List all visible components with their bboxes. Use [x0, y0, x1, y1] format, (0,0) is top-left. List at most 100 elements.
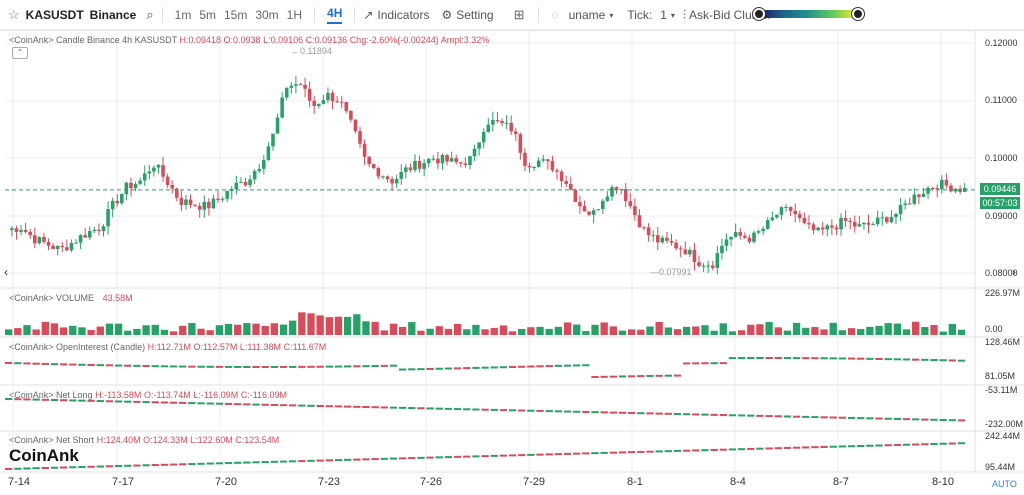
- gradient-right-handle[interactable]: [852, 8, 864, 20]
- netshort-segment: [298, 460, 306, 463]
- netlong-segment: [545, 410, 553, 413]
- date-tick: 7-29: [523, 476, 546, 488]
- netlong-segment: [902, 418, 911, 421]
- volume-bar: [573, 324, 581, 335]
- volume-bar: [298, 312, 306, 335]
- candle-body: [843, 218, 848, 221]
- candle-body: [683, 249, 688, 255]
- timeframe-1h[interactable]: 1H: [286, 8, 303, 22]
- netlong-segment: [508, 409, 517, 412]
- volume-bar: [408, 322, 416, 335]
- netshort-segment: [270, 460, 279, 463]
- oi-segment: [536, 365, 544, 368]
- candle-body: [14, 228, 19, 232]
- netshort-tick: 95.44M: [985, 462, 1016, 472]
- timeframe-5m[interactable]: 5m: [199, 8, 216, 22]
- candle-body: [885, 217, 889, 223]
- gradient-left-handle[interactable]: [753, 8, 765, 20]
- volume-bar: [334, 316, 343, 335]
- candle-body: [894, 213, 898, 217]
- oi-segment: [747, 357, 755, 360]
- high-marker: ←0.11894: [291, 46, 332, 56]
- volume-bar: [682, 326, 691, 335]
- candle-body: [504, 122, 509, 124]
- volume-bar: [792, 322, 801, 335]
- candle-change: Chg:-2.60%(-0.00244): [349, 35, 439, 45]
- netlong-segment: [664, 412, 672, 415]
- oi-segment: [179, 365, 187, 368]
- netlong-segment: [939, 418, 947, 421]
- volume-bar: [545, 328, 553, 335]
- candle-body: [610, 187, 614, 197]
- netshort-segment: [618, 451, 627, 454]
- candle-body: [825, 225, 830, 230]
- volume-bar: [252, 323, 260, 335]
- candle-body: [779, 207, 784, 215]
- symbol-label[interactable]: KASUSDT: [25, 8, 84, 22]
- candle-body: [793, 210, 798, 215]
- candle-body: [129, 182, 133, 189]
- heatmap-gradient-slider[interactable]: [757, 10, 857, 18]
- candle-body: [147, 171, 152, 174]
- netshort-tick: 242.44M: [985, 431, 1021, 441]
- volume-bar: [50, 323, 59, 335]
- netshort-label: <CoinAnk> Net Short: [9, 435, 95, 445]
- volume-bar: [802, 327, 810, 335]
- candle-body: [628, 201, 633, 207]
- candle-body: [101, 226, 106, 231]
- netshort-segment: [188, 463, 196, 466]
- eye-icon[interactable]: ◌: [551, 8, 559, 22]
- candle-body: [871, 224, 875, 226]
- netshort-segment: [133, 464, 141, 467]
- netlong-segment: [69, 399, 77, 402]
- oi-label: <CoinAnk> OpenInterest (Candle): [9, 342, 146, 352]
- timeframe-4h[interactable]: 4H: [327, 6, 343, 24]
- search-icon[interactable]: ⌕: [146, 7, 154, 22]
- indicators-button[interactable]: ↗ Indicators: [363, 8, 429, 22]
- setting-button[interactable]: ⚙ Setting: [441, 8, 493, 22]
- layout-icon[interactable]: ⊞: [513, 7, 525, 22]
- timeframe-15m[interactable]: 15m: [223, 8, 248, 22]
- netlong-segment: [408, 407, 416, 410]
- candle-body: [385, 176, 390, 179]
- netshort-segment: [692, 449, 700, 452]
- timeframe-30m[interactable]: 30m: [255, 8, 279, 22]
- netshort-segment: [536, 453, 544, 456]
- date-tick: 8-7: [833, 476, 849, 488]
- oi-segment: [472, 366, 480, 369]
- candle-body: [839, 218, 843, 230]
- candle-body: [225, 191, 229, 199]
- timeframe-1m[interactable]: 1m: [174, 8, 192, 22]
- oi-segment: [490, 366, 498, 369]
- netshort-segment: [884, 444, 892, 447]
- collapse-legend-button[interactable]: ⌃: [12, 47, 28, 59]
- star-icon[interactable]: ☆: [8, 7, 20, 22]
- oi-segment: [673, 374, 682, 377]
- volume-bar: [114, 323, 123, 335]
- scroll-right-icon[interactable]: ›: [1012, 265, 1016, 279]
- oi-tick: 81.05M: [985, 371, 1016, 381]
- netshort-segment: [508, 454, 517, 457]
- volume-bar: [536, 326, 544, 335]
- candle-body: [330, 92, 335, 102]
- auto-scale-button[interactable]: AUTO: [992, 479, 1017, 489]
- netshort-segment: [5, 468, 13, 470]
- candle-body: [573, 189, 578, 203]
- date-tick: 7-17: [112, 476, 135, 488]
- oi-segment: [792, 357, 801, 360]
- netlong-segment: [591, 411, 599, 414]
- candle-body: [926, 187, 930, 194]
- exchange-label[interactable]: Binance: [89, 8, 137, 22]
- candle-body: [907, 203, 912, 205]
- tick-control[interactable]: Tick: 1 ▾: [627, 8, 675, 22]
- user-dropdown[interactable]: uname ▾: [569, 8, 614, 22]
- oi-segment: [343, 365, 352, 368]
- volume-bar: [490, 327, 498, 335]
- candle-body: [394, 178, 399, 184]
- netlong-segment: [142, 401, 150, 404]
- chevron-down-icon: ▾: [609, 10, 614, 20]
- candle-body: [390, 178, 394, 184]
- netshort-segment: [609, 451, 618, 454]
- scroll-left-icon[interactable]: ‹: [4, 265, 8, 279]
